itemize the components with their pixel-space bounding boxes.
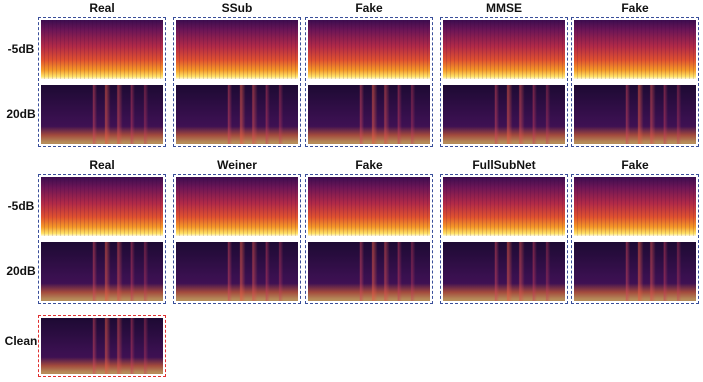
- spectrogram: [176, 242, 298, 301]
- spectrogram: [176, 20, 298, 79]
- panel-frame: [571, 174, 699, 304]
- column-title: Fake: [621, 1, 649, 15]
- column-title: Weiner: [217, 158, 257, 172]
- row-label: 20dB: [6, 264, 36, 278]
- spectrogram: [308, 20, 430, 79]
- spectrogram: [41, 85, 163, 144]
- column-title: MMSE: [486, 1, 522, 15]
- spectrogram: [41, 242, 163, 301]
- column-title: Fake: [355, 158, 383, 172]
- row-label: Clean: [4, 334, 38, 348]
- spectrogram: [443, 20, 565, 79]
- column-title: Fake: [355, 1, 383, 15]
- panel-frame: [173, 174, 301, 304]
- panel-frame: [38, 315, 166, 377]
- panel-frame: [38, 174, 166, 304]
- spectrogram: [443, 177, 565, 236]
- spectrogram: [574, 242, 696, 301]
- spectrogram: [574, 177, 696, 236]
- spectrogram: [41, 177, 163, 236]
- panel-frame: [173, 17, 301, 147]
- column-title: FullSubNet: [472, 158, 536, 172]
- row-label: -5dB: [7, 42, 35, 56]
- spectrogram: [574, 85, 696, 144]
- spectrogram: [443, 242, 565, 301]
- spectrogram: [574, 20, 696, 79]
- column-title: Real: [89, 158, 115, 172]
- spectrogram: [308, 177, 430, 236]
- row-label: -5dB: [7, 199, 35, 213]
- row-label: 20dB: [6, 107, 36, 121]
- spectrogram: [176, 85, 298, 144]
- spectrogram: [443, 85, 565, 144]
- column-title: Fake: [621, 158, 649, 172]
- panel-frame: [440, 174, 568, 304]
- spectrogram: [176, 177, 298, 236]
- panel-frame: [38, 17, 166, 147]
- spectrogram: [41, 20, 163, 79]
- column-title: Real: [89, 1, 115, 15]
- panel-frame: [305, 17, 433, 147]
- panel-frame: [571, 17, 699, 147]
- column-title: SSub: [221, 1, 253, 15]
- spectrogram: [308, 85, 430, 144]
- spectrogram: [308, 242, 430, 301]
- spectrogram: [41, 318, 163, 374]
- panel-frame: [440, 17, 568, 147]
- panel-frame: [305, 174, 433, 304]
